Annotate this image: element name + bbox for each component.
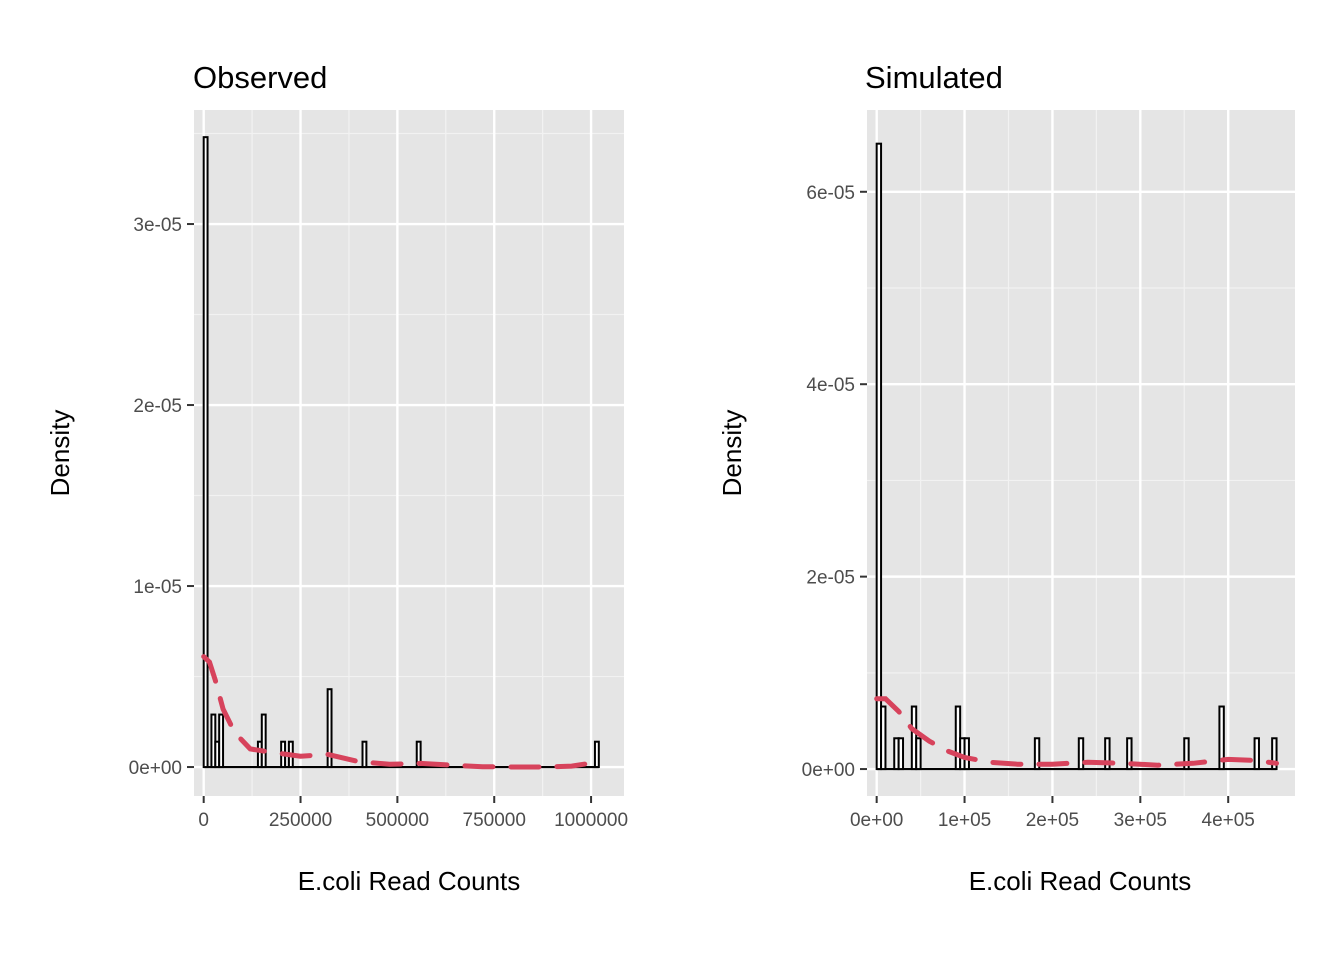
x-tick-label: 750000: [463, 810, 526, 831]
histogram-bars: [202, 136, 600, 769]
y-axis-ticks: 0e+00 1e-05 2e-05 3e-05: [129, 215, 194, 779]
x-axis-title: E.coli Read Counts: [298, 866, 521, 896]
density-curve: [874, 696, 1279, 768]
x-axis-ticks: 0 250000 500000 750000 1000000: [198, 796, 628, 831]
y-tick-label: 2e-05: [806, 568, 855, 589]
histogram-bar: [260, 713, 267, 769]
histogram-bar: [963, 737, 970, 771]
x-tick-label: 500000: [366, 810, 429, 831]
y-axis-ticks: 0e+00 2e-05 4e-05 6e-05: [802, 183, 867, 781]
y-axis-title: Density: [45, 410, 75, 497]
y-tick-label: 4e-05: [806, 375, 855, 396]
histogram-bar: [1253, 737, 1260, 771]
panel-title: Observed: [193, 60, 327, 95]
observed-panel: Observed 0 250000 500000 750000 1000000 0e+0…: [45, 60, 628, 896]
plot-background: [867, 110, 1295, 796]
y-axis-title: Density: [717, 410, 747, 497]
y-tick-label: 1e-05: [133, 577, 182, 598]
x-tick-label: 4e+05: [1202, 810, 1255, 831]
histogram-bar: [1183, 737, 1190, 771]
histogram-bar: [218, 713, 225, 769]
y-tick-label: 6e-05: [806, 183, 855, 204]
histogram-bar: [415, 740, 422, 769]
y-tick-label: 0e+00: [129, 758, 182, 779]
x-axis-title: E.coli Read Counts: [969, 866, 1192, 896]
histogram-bar: [1218, 705, 1225, 771]
histogram-bar: [1271, 737, 1278, 771]
histogram-bar: [1126, 737, 1133, 771]
histogram-bar: [1077, 737, 1085, 771]
x-tick-label: 1000000: [554, 810, 628, 831]
histogram-bars: [875, 142, 1278, 771]
panel-title: Simulated: [865, 60, 1003, 95]
plot-background: [194, 110, 624, 796]
x-tick-label: 250000: [269, 810, 332, 831]
density-curve: [201, 654, 604, 770]
histogram-bar: [875, 142, 883, 771]
histogram-bar: [1104, 737, 1111, 771]
x-tick-label: 3e+05: [1114, 810, 1167, 831]
y-tick-label: 3e-05: [133, 215, 182, 236]
x-tick-label: 0: [198, 810, 209, 831]
x-axis-ticks: 0e+00 1e+05 2e+05 3e+05 4e+05: [850, 796, 1255, 831]
histogram-bar: [326, 688, 333, 769]
histogram-bar: [1033, 737, 1041, 771]
histogram-bar: [915, 737, 922, 771]
x-tick-label: 2e+05: [1026, 810, 1079, 831]
histogram-bar: [880, 705, 887, 771]
histogram-bar: [897, 737, 905, 771]
histogram-bar: [593, 740, 600, 769]
x-tick-label: 1e+05: [938, 810, 991, 831]
x-tick-label: 0e+00: [850, 810, 903, 831]
y-tick-label: 0e+00: [802, 760, 855, 781]
simulated-panel: Simulated 0e+00 1e+05 2e+05 3e+05 4e+05 0e+0…: [717, 60, 1295, 896]
histogram-bar: [202, 136, 209, 769]
y-tick-label: 2e-05: [133, 396, 182, 417]
histogram-bar: [361, 740, 368, 769]
